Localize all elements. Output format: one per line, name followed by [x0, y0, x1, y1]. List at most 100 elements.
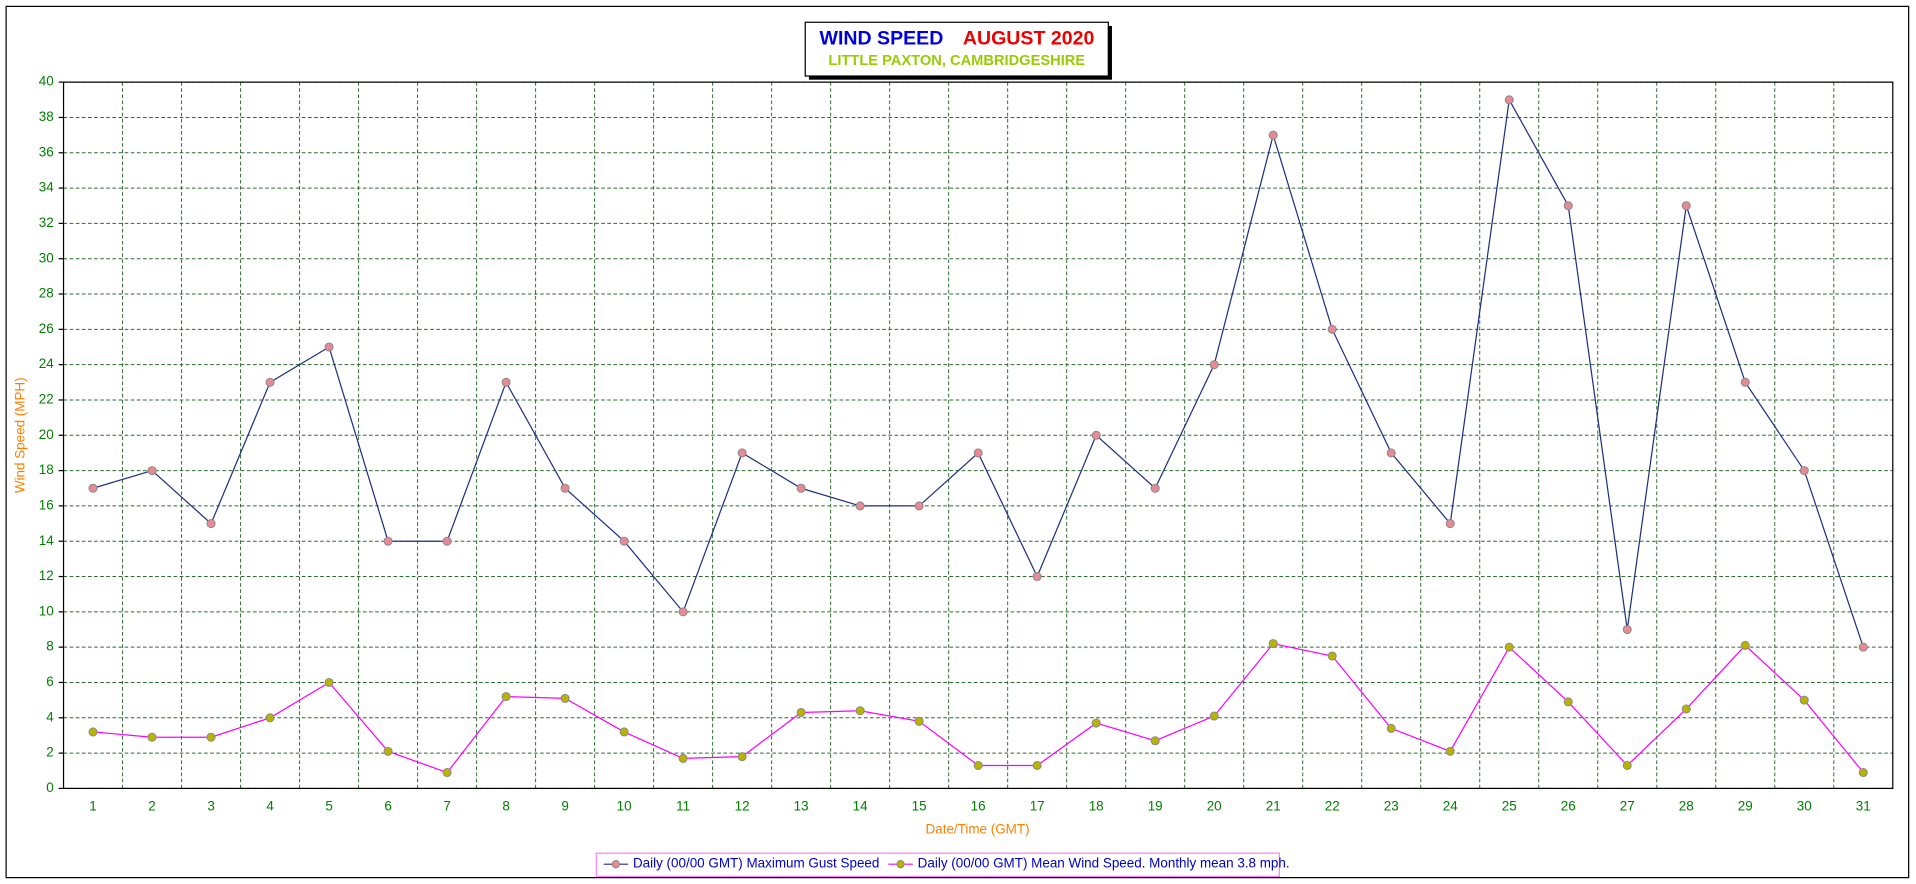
- x-axis-label: Date/Time (GMT): [926, 822, 1030, 837]
- data-point: [1681, 704, 1691, 714]
- y-tick-label: 26: [39, 321, 54, 336]
- y-tick-label: 30: [39, 250, 54, 265]
- data-point: [1504, 95, 1514, 105]
- x-tick-label: 19: [1148, 798, 1163, 813]
- y-tick-label: 32: [39, 215, 54, 230]
- data-point: [796, 707, 806, 718]
- data-point: [1563, 697, 1573, 707]
- x-tick-label: 2: [148, 798, 155, 813]
- y-tick-label: 10: [39, 603, 54, 618]
- data-point: [1622, 624, 1632, 635]
- data-point: [1327, 651, 1337, 661]
- data-point: [1740, 377, 1750, 387]
- x-tick-label: 27: [1620, 798, 1635, 813]
- data-point: [737, 448, 747, 458]
- x-tick-label: 20: [1207, 798, 1222, 813]
- chart-title-period: AUGUST 2020: [963, 28, 1095, 50]
- data-point: [1799, 466, 1809, 476]
- data-point: [147, 732, 157, 742]
- data-point: [1150, 736, 1160, 746]
- x-tick-label: 29: [1738, 798, 1753, 813]
- x-tick-label: 15: [912, 798, 927, 813]
- y-tick-label: 14: [39, 533, 54, 548]
- plot-frame: [62, 81, 1894, 790]
- data-point: [1268, 130, 1278, 140]
- data-point: [678, 753, 688, 763]
- x-tick-label: 1: [89, 798, 96, 813]
- x-tick-label: 14: [853, 798, 868, 813]
- data-point: [560, 483, 570, 493]
- x-tick-label: 8: [502, 798, 509, 813]
- chart-border: [5, 5, 1910, 879]
- data-point: [383, 536, 393, 546]
- data-point: [1268, 639, 1278, 649]
- y-tick-label: 18: [39, 462, 54, 477]
- data-point: [147, 466, 157, 476]
- y-tick-label: 6: [46, 674, 53, 689]
- y-tick-label: 20: [39, 427, 54, 442]
- data-point: [1445, 519, 1455, 529]
- data-point: [1091, 430, 1101, 440]
- x-tick-label: 28: [1679, 798, 1694, 813]
- x-tick-label: 7: [443, 798, 450, 813]
- data-point: [265, 713, 275, 723]
- x-tick-label: 10: [617, 798, 632, 813]
- data-point: [1858, 768, 1868, 778]
- chart-title: WIND SPEED: [820, 28, 944, 50]
- data-point: [88, 483, 98, 493]
- data-point: [324, 677, 334, 687]
- data-point: [1209, 360, 1219, 370]
- data-point: [973, 448, 983, 458]
- data-point: [1032, 572, 1042, 582]
- data-point: [914, 716, 924, 726]
- x-tick-label: 3: [207, 798, 214, 813]
- x-tick-label: 13: [794, 798, 809, 813]
- data-point: [383, 746, 393, 756]
- y-tick-label: 12: [39, 568, 54, 583]
- data-point: [855, 706, 865, 716]
- data-point: [1445, 746, 1455, 756]
- x-tick-label: 31: [1856, 798, 1871, 813]
- data-point: [796, 483, 806, 493]
- data-point: [265, 377, 275, 387]
- x-tick-label: 18: [1089, 798, 1104, 813]
- data-point: [560, 693, 570, 703]
- data-point: [1563, 201, 1573, 211]
- chart-subtitle: LITTLE PAXTON, CAMBRIDGESHIRE: [828, 53, 1085, 69]
- data-point: [442, 768, 452, 778]
- data-point: [1622, 760, 1632, 770]
- x-tick-label: 22: [1325, 798, 1340, 813]
- data-point: [1504, 642, 1514, 652]
- x-tick-label: 30: [1797, 798, 1812, 813]
- x-tick-label: 25: [1502, 798, 1517, 813]
- data-point: [1740, 640, 1750, 650]
- x-tick-label: 17: [1030, 798, 1045, 813]
- x-tick-label: 12: [735, 798, 750, 813]
- data-point: [1386, 723, 1396, 733]
- data-point: [619, 727, 629, 737]
- y-tick-label: 36: [39, 144, 54, 159]
- data-point: [206, 519, 216, 529]
- data-point: [855, 501, 865, 511]
- y-tick-label: 38: [39, 109, 54, 124]
- x-tick-label: 4: [266, 798, 274, 813]
- data-point: [206, 732, 216, 742]
- y-axis-label: Wind Speed (MPH): [12, 377, 27, 493]
- y-tick-label: 16: [39, 497, 54, 512]
- data-point: [1858, 642, 1868, 652]
- y-tick-label: 34: [39, 180, 54, 195]
- x-tick-label: 16: [971, 798, 986, 813]
- x-tick-label: 6: [384, 798, 391, 813]
- legend-label: Daily (00/00 GMT) Maximum Gust Speed: [633, 856, 879, 871]
- legend-swatch-marker: [611, 860, 621, 869]
- title-box: [804, 21, 1109, 77]
- legend-label: Daily (00/00 GMT) Mean Wind Speed. Month…: [918, 856, 1290, 871]
- x-tick-label: 9: [561, 798, 568, 813]
- data-point: [1386, 448, 1396, 458]
- x-tick-label: 5: [325, 798, 332, 813]
- y-tick-label: 0: [46, 780, 53, 795]
- data-point: [914, 501, 924, 511]
- data-point: [678, 607, 688, 617]
